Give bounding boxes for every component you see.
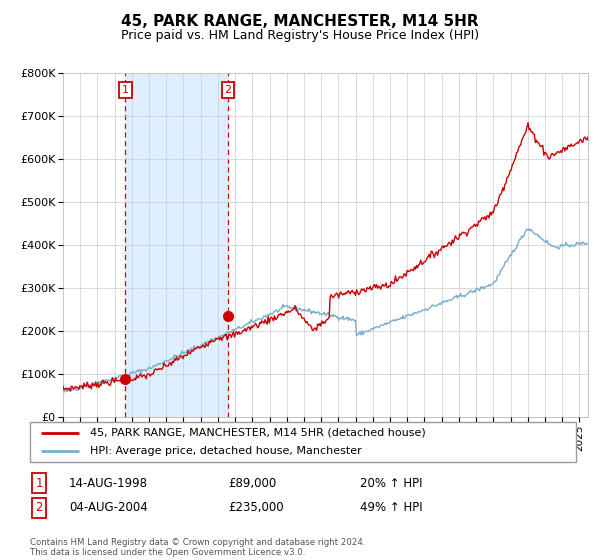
Bar: [125, 73, 228, 417]
Text: HPI: Average price, detached house, Manchester: HPI: Average price, detached house, Manc…: [90, 446, 362, 456]
Text: Contains HM Land Registry data © Crown copyright and database right 2024.
This d: Contains HM Land Registry data © Crown c…: [30, 538, 365, 557]
Text: £89,000: £89,000: [228, 477, 276, 490]
Text: Price paid vs. HM Land Registry's House Price Index (HPI): Price paid vs. HM Land Registry's House …: [121, 29, 479, 42]
Text: 45, PARK RANGE, MANCHESTER, M14 5HR: 45, PARK RANGE, MANCHESTER, M14 5HR: [121, 14, 479, 29]
Text: 45, PARK RANGE, MANCHESTER, M14 5HR (detached house): 45, PARK RANGE, MANCHESTER, M14 5HR (det…: [90, 428, 426, 437]
FancyBboxPatch shape: [30, 422, 576, 462]
Text: 04-AUG-2004: 04-AUG-2004: [69, 501, 148, 515]
Text: 20% ↑ HPI: 20% ↑ HPI: [360, 477, 422, 490]
Text: £235,000: £235,000: [228, 501, 284, 515]
Text: 1: 1: [122, 85, 129, 95]
Text: 2: 2: [224, 85, 232, 95]
Text: 1: 1: [35, 477, 43, 490]
Text: 49% ↑ HPI: 49% ↑ HPI: [360, 501, 422, 515]
Text: 2: 2: [35, 501, 43, 515]
Text: 14-AUG-1998: 14-AUG-1998: [69, 477, 148, 490]
